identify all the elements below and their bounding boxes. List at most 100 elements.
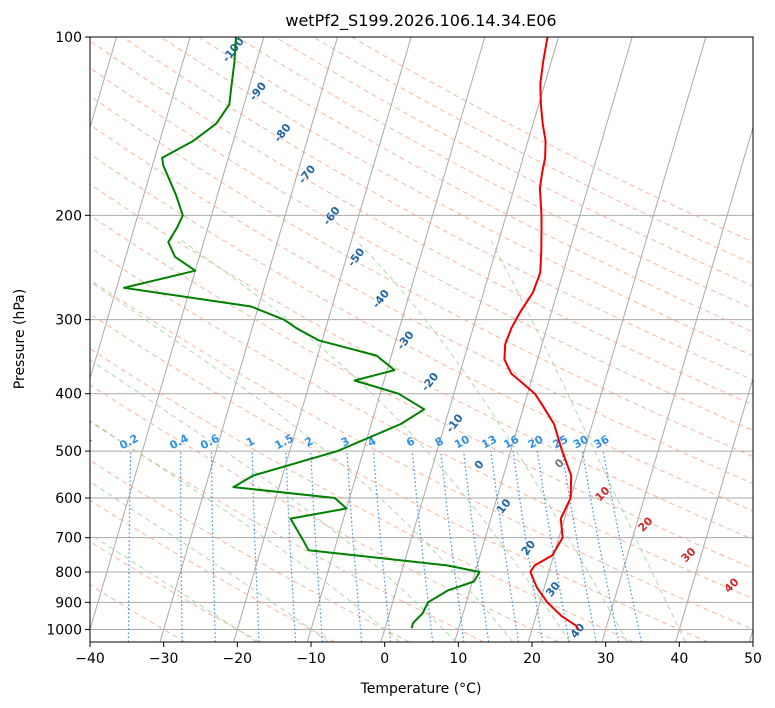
temperature-profile-line: [503, 37, 580, 630]
dry-adiabat-label: 40: [568, 621, 588, 641]
dry-adiabat-line: [236, 37, 753, 310]
y-tick-label: 800: [55, 565, 82, 581]
mixing-ratio-line: [251, 451, 260, 642]
dewpoint-profile-line: [123, 37, 481, 629]
isotherm-line: [159, 37, 338, 642]
mixing-ratio-line: [536, 451, 570, 642]
dry-adiabat-line: [90, 313, 709, 642]
mixing-ratio-label: 0.1: [71, 432, 94, 453]
x-tick-label: 10: [449, 651, 467, 667]
y-tick-label: 300: [55, 313, 82, 329]
dry-adiabat-line: [90, 214, 753, 570]
y-tick-label: 1000: [46, 622, 82, 638]
profile-lines: [123, 37, 580, 630]
dry-adiabat-line: [90, 95, 753, 458]
y-tick-label: 500: [55, 444, 82, 460]
mixing-ratio-line: [490, 451, 519, 642]
mixing-ratio-line: [127, 451, 132, 642]
isotherm-line: [675, 376, 753, 642]
mixing-ratio-line: [411, 451, 434, 642]
mixing-ratio-label: 30: [571, 433, 591, 452]
dry-adiabat-line: [90, 40, 753, 406]
mixing-ratio-label: 1.5: [273, 432, 296, 453]
axes: −40 −30 −20 −10 0 10 20 30 40 5010020030040050060…: [46, 30, 762, 667]
mixing-ratio-label: 6: [404, 434, 417, 449]
x-tick-label: 0: [380, 651, 389, 667]
y-tick-label: 200: [55, 208, 82, 224]
dry-adiabat-line: [90, 384, 559, 642]
y-tick-label: 100: [55, 30, 82, 46]
isotherm-line: [454, 37, 633, 642]
mixing-ratio-line: [561, 451, 597, 642]
x-tick-label: −30: [149, 651, 179, 667]
mixing-ratio-line: [285, 451, 297, 642]
dry-adiabat-label: -60: [320, 204, 343, 228]
moist-adiabat-line: [90, 533, 257, 642]
mixing-ratio-label: 2: [303, 434, 316, 449]
mixing-ratio-line: [440, 451, 465, 642]
x-tick-label: 40: [670, 651, 688, 667]
dry-adiabat-line: [90, 153, 753, 512]
mixing-ratio-label: 20: [526, 433, 546, 452]
x-tick-label: −40: [75, 651, 105, 667]
dry-adiabat-label: -10: [443, 411, 466, 435]
mixing-ratio-line: [602, 450, 643, 642]
moist-adiabat-label: 30: [679, 545, 699, 565]
dry-adiabat-line: [160, 37, 753, 357]
dry-adiabat-label: 0: [472, 458, 487, 472]
moist-adiabat-line: [490, 239, 686, 642]
moist-adiabat-line: [90, 481, 329, 642]
dry-adiabat-label: -100: [220, 35, 247, 65]
mixing-ratio-line: [463, 451, 490, 642]
mixing-ratio-line: [210, 451, 216, 642]
mixing-ratio-line: [512, 451, 544, 642]
y-tick-label: 400: [55, 387, 82, 403]
x-tick-label: −20: [223, 651, 253, 667]
mixing-ratio-line: [372, 451, 392, 642]
mixing-ratio-label: 10: [452, 433, 472, 452]
isotherm-line: [380, 37, 559, 642]
y-axis-label: Pressure (hPa): [12, 289, 28, 389]
chart-title: wetPf2_S199.2026.106.14.34.E06: [285, 11, 556, 31]
dry-adiabat-line: [90, 124, 753, 485]
dry-adiabat-line: [275, 37, 753, 287]
mixing-ratio-label: 0.6: [198, 432, 222, 453]
x-tick-label: −10: [296, 651, 326, 667]
mixing-ratio-label: 16: [502, 433, 522, 452]
x-tick-label: 30: [597, 651, 615, 667]
isotherm-line: [90, 37, 191, 381]
isotherm-line: [527, 37, 707, 642]
dry-adiabat-label: -80: [271, 121, 294, 145]
mixing-ratio-line: [180, 451, 183, 642]
x-axis-label: Temperature (°C): [360, 681, 482, 697]
y-tick-label: 600: [55, 491, 82, 507]
mixing-ratio-line: [346, 451, 363, 642]
background-lines: [90, 37, 753, 642]
dry-adiabat-line: [351, 37, 753, 243]
x-tick-label: 20: [523, 651, 541, 667]
mixing-ratio-label: 0.4: [167, 432, 191, 453]
mixing-ratio-line: [310, 451, 323, 642]
dry-adiabat-line: [90, 279, 753, 630]
moist-adiabat-line: [90, 419, 400, 642]
plot-frame: [89, 36, 754, 643]
mixing-ratio-label: 0.2: [117, 432, 140, 453]
moist-adiabat-line: [355, 239, 628, 642]
y-tick-label: 900: [55, 595, 82, 611]
mixing-ratio-label: 1: [244, 434, 257, 449]
mixing-ratio-label: 36: [592, 433, 612, 452]
isotherm-line: [90, 37, 265, 632]
dry-adiabat-line: [122, 37, 753, 381]
moist-adiabat-line: [90, 359, 457, 642]
y-tick-label: 700: [55, 531, 82, 547]
dry-adiabat-line: [90, 246, 753, 600]
isotherm-line: [233, 37, 412, 642]
mixing-ratio-label: 8: [433, 434, 446, 449]
dry-adiabat-label: 20: [519, 538, 539, 558]
mixing-ratio-label: 13: [479, 433, 499, 452]
dry-adiabat-line: [90, 183, 753, 541]
x-tick-label: 50: [744, 651, 762, 667]
moist-adiabat-label: 10: [593, 484, 613, 504]
isotherm-line: [601, 125, 753, 642]
